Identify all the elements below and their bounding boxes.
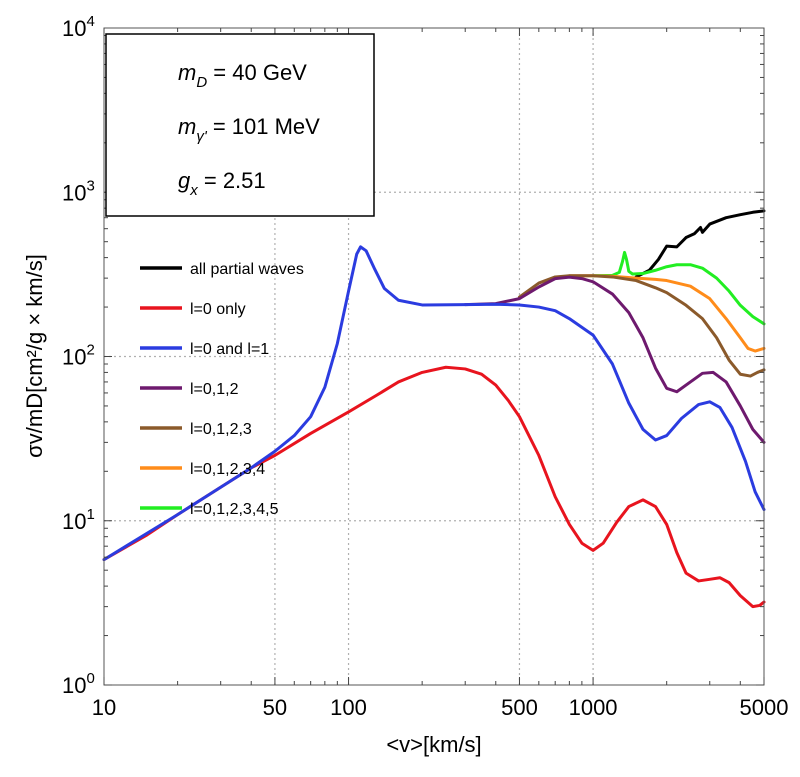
legend-label: l=0,1,2,3 — [190, 421, 252, 438]
series-line — [463, 275, 766, 444]
minor-ticks — [103, 28, 765, 686]
x-tick-label: 500 — [501, 695, 538, 720]
series-line — [591, 250, 766, 326]
info-box-line: mγ' = 101 MeV — [178, 114, 320, 145]
legend-label: all partial waves — [190, 261, 304, 278]
x-tick-label: 1000 — [569, 695, 618, 720]
x-axis-label: <v>[km/s] — [386, 732, 481, 757]
y-tick-label: 101 — [62, 506, 95, 534]
info-box-line: gx = 2.51 — [178, 168, 266, 199]
y-tick-label: 104 — [62, 13, 95, 41]
legend: all partial waves l=0 only l=0 and l=1 l=0,… — [140, 261, 304, 518]
series-lines — [102, 209, 766, 609]
x-tick-label: 100 — [330, 695, 367, 720]
y-axis-label: σv/mD[cm²/g × km/s] — [22, 254, 47, 458]
legend-label: l=0,1,2,3,4 — [190, 461, 265, 478]
x-tick-label: 5000 — [740, 695, 789, 720]
x-tick-label: 50 — [263, 695, 287, 720]
series-line — [634, 209, 766, 279]
legend-label: l=0 only — [190, 301, 246, 318]
info-box-frame — [105, 33, 375, 217]
y-tick-label: 102 — [62, 342, 95, 370]
x-tick-label: 10 — [92, 695, 116, 720]
series-line — [102, 365, 766, 609]
legend-label: l=0,1,2,3,4,5 — [190, 501, 279, 518]
tick-labels: 10 50 100 500 1000 5000 100 101 102 103 104 — [62, 13, 788, 720]
info-box-line: mD = 40 GeV — [178, 60, 307, 91]
y-tick-label: 100 — [62, 670, 95, 698]
y-tick-label: 103 — [62, 177, 95, 205]
series-line — [567, 274, 766, 353]
legend-label: l=0,1,2 — [190, 381, 239, 398]
series-line — [102, 245, 766, 562]
info-box-lines: mD = 40 GeV mγ' = 101 MeV gx = 2.51 — [178, 60, 320, 199]
legend-label: l=0 and l=1 — [190, 341, 269, 358]
info-box: mD = 40 GeV mγ' = 101 MeV gx = 2.51 — [105, 33, 375, 217]
